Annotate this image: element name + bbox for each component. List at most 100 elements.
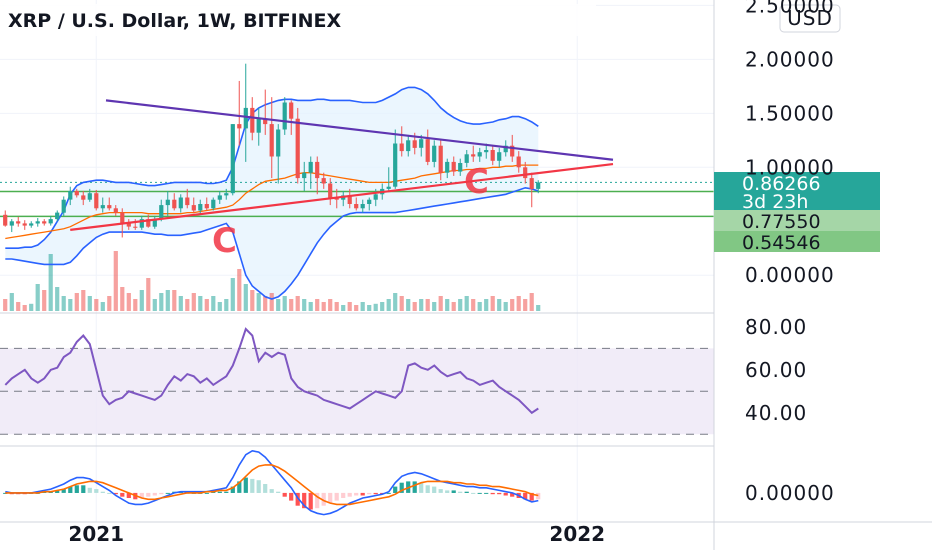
candle[interactable] — [165, 191, 170, 216]
candle[interactable] — [172, 193, 177, 211]
candle[interactable] — [29, 221, 34, 228]
candle[interactable] — [315, 156, 320, 195]
candle[interactable] — [490, 145, 495, 166]
candle[interactable] — [126, 219, 131, 230]
candle[interactable] — [133, 219, 138, 230]
candle[interactable] — [386, 167, 391, 192]
candle[interactable] — [81, 191, 86, 206]
moving-average-line[interactable] — [5, 164, 539, 240]
candle[interactable] — [276, 124, 281, 184]
candle[interactable] — [536, 180, 541, 194]
currency-button-frame[interactable] — [779, 4, 841, 33]
candle[interactable] — [445, 158, 450, 179]
candle[interactable] — [3, 210, 8, 227]
candle[interactable] — [178, 194, 183, 213]
candle[interactable] — [282, 97, 287, 135]
candle[interactable] — [185, 188, 190, 209]
candle-body — [529, 178, 534, 189]
candle[interactable] — [55, 210, 60, 222]
candle[interactable] — [367, 197, 372, 211]
candle[interactable] — [321, 172, 326, 189]
candle[interactable] — [107, 197, 112, 211]
rsi-tick-label: 60.00 — [745, 358, 807, 382]
candle[interactable] — [191, 197, 196, 213]
rsi-pane[interactable] — [0, 327, 714, 435]
candle[interactable] — [224, 188, 229, 200]
candle[interactable] — [497, 147, 502, 168]
candle[interactable] — [471, 145, 476, 162]
candle[interactable] — [399, 126, 404, 157]
candle[interactable] — [289, 100, 294, 135]
currency-button[interactable]: USD — [779, 4, 841, 33]
candle[interactable] — [516, 151, 521, 173]
candle[interactable] — [354, 197, 359, 211]
candle[interactable] — [48, 215, 53, 226]
macd-histogram-bar — [204, 492, 209, 494]
candle[interactable] — [419, 134, 424, 157]
candle[interactable] — [451, 156, 456, 176]
resistance-trendline[interactable] — [105, 99, 614, 161]
candle[interactable] — [61, 196, 66, 216]
bollinger-lower-line[interactable] — [5, 186, 539, 300]
candle[interactable] — [464, 150, 469, 168]
candle[interactable] — [295, 107, 300, 184]
candle[interactable] — [113, 205, 118, 216]
candle[interactable] — [22, 220, 27, 230]
candle[interactable] — [9, 219, 14, 233]
candle[interactable] — [237, 80, 242, 146]
candle[interactable] — [217, 191, 222, 204]
candle[interactable] — [523, 161, 528, 184]
candle[interactable] — [425, 129, 430, 166]
candle[interactable] — [198, 199, 203, 215]
candle[interactable] — [438, 140, 443, 181]
candle[interactable] — [308, 156, 313, 189]
volume-bar — [35, 284, 40, 311]
candle-body — [523, 167, 528, 179]
candle[interactable] — [250, 97, 255, 141]
candle[interactable] — [328, 178, 333, 206]
candle[interactable] — [152, 215, 157, 229]
macd-pane[interactable] — [3, 449, 541, 516]
candle[interactable] — [100, 197, 105, 213]
candle[interactable] — [263, 89, 268, 135]
macd-histogram-bar — [113, 492, 118, 495]
candle[interactable] — [406, 134, 411, 157]
candle[interactable] — [243, 63, 248, 162]
macd-signal-line[interactable] — [5, 464, 539, 506]
candle[interactable] — [484, 143, 489, 159]
candle[interactable] — [503, 140, 508, 157]
price-pane[interactable]: CC — [0, 63, 714, 311]
candle[interactable] — [347, 188, 352, 209]
volume-bar — [419, 299, 424, 311]
candle[interactable] — [204, 197, 209, 211]
candle[interactable] — [529, 172, 534, 208]
candle[interactable] — [432, 140, 437, 168]
candle[interactable] — [94, 189, 99, 211]
candle-body — [22, 223, 27, 226]
candle[interactable] — [211, 197, 216, 211]
candle[interactable] — [16, 216, 21, 227]
candle[interactable] — [159, 199, 164, 222]
candle[interactable] — [230, 124, 235, 196]
candle[interactable] — [302, 161, 307, 192]
candle[interactable] — [35, 218, 40, 227]
candle[interactable] — [42, 219, 47, 226]
rsi-line[interactable] — [4, 327, 539, 415]
candle[interactable] — [360, 199, 365, 213]
candle[interactable] — [393, 129, 398, 189]
candle[interactable] — [87, 188, 92, 202]
currency-button-label[interactable]: USD — [787, 6, 833, 30]
candle[interactable] — [458, 158, 463, 176]
candle[interactable] — [477, 147, 482, 162]
volume-bar — [113, 251, 118, 311]
pattern-label-right: C — [464, 162, 489, 202]
candle[interactable] — [74, 188, 79, 198]
candle[interactable] — [139, 215, 144, 230]
support-trendline[interactable] — [70, 162, 614, 231]
candle[interactable] — [256, 107, 261, 146]
candle[interactable] — [269, 97, 274, 179]
candle[interactable] — [68, 186, 73, 206]
macd-histogram-bar — [68, 486, 73, 493]
